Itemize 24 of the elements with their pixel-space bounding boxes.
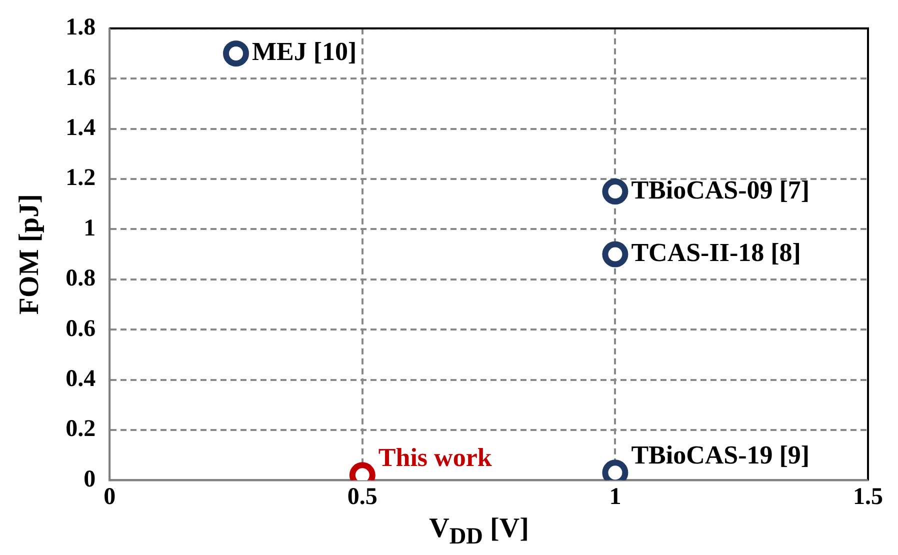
annotation: TBioCAS-09 [7] bbox=[631, 175, 810, 204]
y-tick-label: 1.4 bbox=[66, 115, 96, 142]
point bbox=[223, 40, 249, 66]
y-tick-label: 0.8 bbox=[66, 266, 96, 292]
y-tick-label: 1.8 bbox=[66, 14, 96, 41]
x-tick-label: 0 bbox=[104, 484, 116, 510]
annotation: This work bbox=[378, 442, 492, 472]
y-axis-title: FOM [pJ] bbox=[14, 194, 46, 315]
y-tick-label: 0 bbox=[84, 466, 96, 492]
annotation: TCAS-II-18 [8] bbox=[631, 238, 801, 268]
x-tick-label: 1.5 bbox=[853, 484, 883, 510]
x-tick-label: 1 bbox=[609, 484, 622, 510]
y-tick-label: 0.2 bbox=[66, 416, 96, 442]
point bbox=[602, 241, 628, 268]
y-tick-label: 0.6 bbox=[66, 316, 96, 342]
y-tick-label: 1.6 bbox=[66, 64, 96, 91]
point bbox=[602, 178, 628, 205]
x-axis-title: V$_{DD}$ [V] bbox=[428, 512, 530, 552]
annotation: MEJ [10] bbox=[252, 37, 357, 66]
y-tick-label: 1.2 bbox=[66, 165, 96, 192]
y-tick-label: 0.4 bbox=[66, 366, 96, 392]
y-tick-label: 1 bbox=[84, 215, 96, 242]
annotation: TBioCAS-19 [9] bbox=[631, 440, 810, 470]
x-tick-label: 0.5 bbox=[347, 484, 378, 510]
